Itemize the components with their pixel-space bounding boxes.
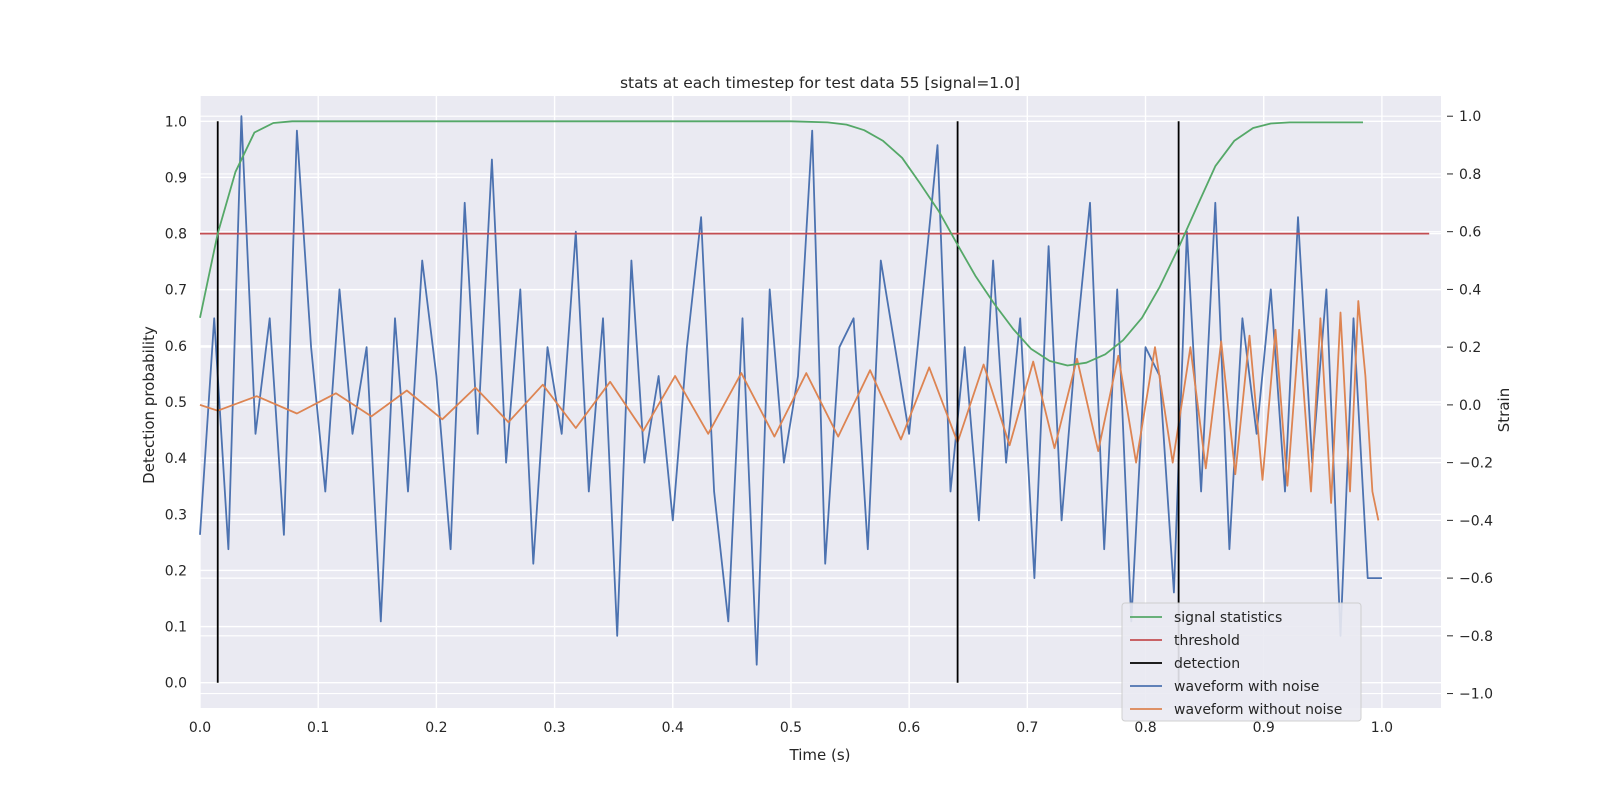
legend: signal statistics threshold detection wavef… xyxy=(1121,602,1362,722)
x-tick-label: 0.3 xyxy=(543,720,565,736)
x-tick-label: 0.9 xyxy=(1253,720,1275,736)
y-left-tick-label: 0.6 xyxy=(165,339,187,355)
tick-labels: 0.0 0.1 0.2 0.3 0.4 0.5 0.6 0.7 0.8 0.9 1.0 0.0 0.1 0… xyxy=(165,109,1493,736)
waveform-without-noise-line xyxy=(199,300,1380,521)
y-left-tick-label: 0.7 xyxy=(165,283,187,299)
x-tick-label: 0.5 xyxy=(780,720,802,736)
legend-entry: detection xyxy=(1174,656,1240,672)
y-left-tick-label: 0.3 xyxy=(165,507,187,523)
x-axis-label: Time (s) xyxy=(789,746,851,764)
chart-title: stats at each timestep for test data 55 … xyxy=(620,74,1020,92)
x-tick-label: 0.8 xyxy=(1134,720,1156,736)
y-left-tick-label: 0.2 xyxy=(165,563,187,579)
y-right-tick-label: −0.4 xyxy=(1459,513,1493,529)
x-tick-label: 0.2 xyxy=(425,720,447,736)
x-tick-label: 0.0 xyxy=(189,720,211,736)
signal-statistics-line xyxy=(199,120,1363,367)
y-right-tick-label: −0.8 xyxy=(1459,629,1493,645)
y-left-tick-label: 0.4 xyxy=(165,451,187,467)
y-right-tick-label: −0.6 xyxy=(1459,571,1493,587)
x-tick-label: 0.1 xyxy=(307,720,329,736)
y-right-tick-label: −0.2 xyxy=(1459,456,1493,472)
y-right-tick-label: 0.6 xyxy=(1459,225,1481,241)
y-axis-right-label: Strain xyxy=(1495,388,1513,432)
y-left-tick-label: 1.0 xyxy=(165,114,187,130)
x-tick-label: 0.4 xyxy=(662,720,684,736)
y-left-tick-label: 0.1 xyxy=(165,620,187,636)
legend-entry: waveform without noise xyxy=(1174,702,1342,718)
y-axis-left-label: Detection probability xyxy=(140,326,158,484)
waveform-with-noise-line xyxy=(199,115,1382,666)
y-right-tick-label: 1.0 xyxy=(1459,109,1481,125)
x-tick-label: 0.6 xyxy=(898,720,920,736)
y-left-tick-label: 0.5 xyxy=(165,395,187,411)
y-right-tick-label: 0.0 xyxy=(1459,398,1481,414)
legend-box xyxy=(1121,602,1362,722)
x-tick-label: 0.7 xyxy=(1016,720,1038,736)
legend-entry: waveform with noise xyxy=(1174,679,1319,695)
legend-entry: threshold xyxy=(1174,633,1240,649)
y-right-tick-label: 0.4 xyxy=(1459,282,1481,298)
series-layer xyxy=(199,115,1430,683)
x-tick-label: 1.0 xyxy=(1371,720,1393,736)
y-right-tick-label: −1.0 xyxy=(1459,687,1493,703)
y-left-tick-label: 0.8 xyxy=(165,227,187,243)
y-right-tick-label: 0.2 xyxy=(1459,340,1481,356)
legend-entry: signal statistics xyxy=(1174,610,1282,626)
y-right-tick-label: 0.8 xyxy=(1459,167,1481,183)
y-left-tick-label: 0.9 xyxy=(165,170,187,186)
y-left-tick-label: 0.0 xyxy=(165,676,187,692)
